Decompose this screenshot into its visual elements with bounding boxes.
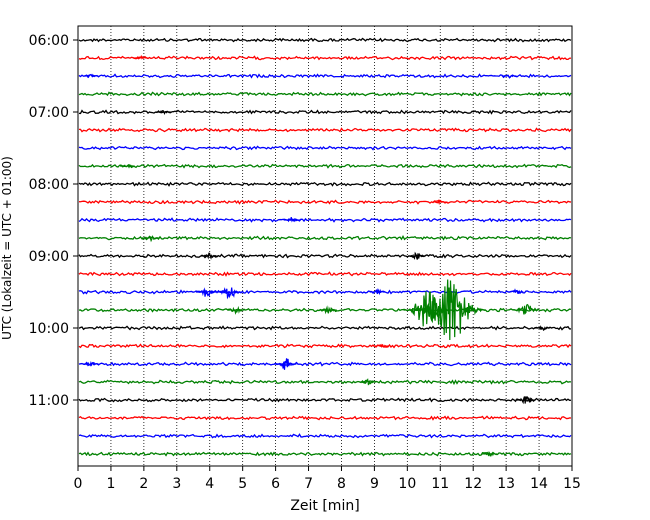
trace-line <box>78 73 572 79</box>
trace-line <box>78 199 572 205</box>
trace-lines <box>78 37 572 457</box>
x-tick-label: 0 <box>74 476 83 492</box>
trace-line <box>78 343 572 349</box>
y-axis-title: UTC (Lokalzeit = UTC + 01:00) <box>0 156 14 340</box>
trace-line <box>78 361 572 367</box>
trace-event <box>534 325 550 332</box>
trace-line <box>78 307 572 313</box>
trace-event <box>515 395 536 405</box>
trace-event <box>414 279 486 341</box>
trace-event <box>283 217 301 223</box>
y-axis-ticks: 06:00 07:00 08:00 09:00 10:00 11:00 <box>29 33 78 409</box>
x-tick-label: 14 <box>530 476 548 492</box>
trace-line <box>78 163 572 169</box>
trace-line <box>78 91 572 97</box>
y-tick-label: 09:00 <box>29 249 69 265</box>
trace-event <box>119 164 135 169</box>
trace-line <box>78 379 572 386</box>
trace-line <box>78 397 572 403</box>
trace-line <box>78 234 572 241</box>
trace-line <box>78 217 572 223</box>
trace-line <box>78 253 572 259</box>
y-tick-label: 08:00 <box>29 177 69 193</box>
trace-events <box>83 54 550 457</box>
trace-event <box>513 303 538 315</box>
trace-event <box>501 74 517 79</box>
x-tick-label: 6 <box>271 476 280 492</box>
trace-line <box>78 181 572 187</box>
trace-line <box>78 289 572 295</box>
trace-event <box>369 288 386 296</box>
x-tick-label: 10 <box>398 476 416 492</box>
trace-event <box>227 305 245 315</box>
y-tick-label: 07:00 <box>29 105 69 121</box>
trace-line <box>78 55 572 61</box>
trace-event <box>156 110 171 116</box>
x-tick-label: 5 <box>238 476 247 492</box>
trace-event <box>141 235 159 243</box>
x-tick-label: 8 <box>337 476 346 492</box>
trace-line <box>78 127 572 133</box>
plot-frame <box>77 25 573 467</box>
trace-line <box>78 415 572 421</box>
trace-event <box>201 252 219 260</box>
trace-line <box>78 109 572 115</box>
trace-line <box>78 451 572 457</box>
x-tick-label: 7 <box>304 476 313 492</box>
x-axis-ticks: 0 1 2 3 4 5 6 7 8 9 10 11 12 13 14 15 <box>74 466 581 492</box>
x-tick-label: 11 <box>431 476 449 492</box>
x-tick-label: 3 <box>172 476 181 492</box>
x-tick-label: 13 <box>497 476 515 492</box>
y-tick-label: 11:00 <box>29 393 69 409</box>
trace-line <box>78 37 572 43</box>
vertical-grid <box>110 26 540 466</box>
trace-event <box>359 378 377 386</box>
x-tick-label: 15 <box>563 476 581 492</box>
trace-event <box>83 360 99 367</box>
x-tick-label: 4 <box>205 476 214 492</box>
y-tick-label: 06:00 <box>29 33 69 49</box>
trace-event <box>432 199 448 206</box>
trace-line <box>78 271 572 277</box>
x-tick-label: 12 <box>464 476 482 492</box>
x-axis-title: Zeit [min] <box>290 498 359 514</box>
x-tick-label: 9 <box>370 476 379 492</box>
trace-event <box>216 287 242 300</box>
x-tick-label: 1 <box>106 476 115 492</box>
trace-event <box>83 73 99 79</box>
trace-event <box>273 358 297 370</box>
trace-line <box>78 433 572 439</box>
trace-event <box>195 287 217 298</box>
y-tick-label: 10:00 <box>29 321 69 337</box>
trace-event <box>507 288 524 294</box>
trace-event <box>408 251 426 260</box>
trace-line <box>78 145 572 151</box>
trace-event <box>319 305 337 315</box>
trace-event <box>132 54 149 60</box>
x-tick-label: 2 <box>139 476 148 492</box>
trace-event <box>481 451 498 457</box>
trace-event <box>372 343 389 349</box>
trace-line <box>78 325 572 331</box>
